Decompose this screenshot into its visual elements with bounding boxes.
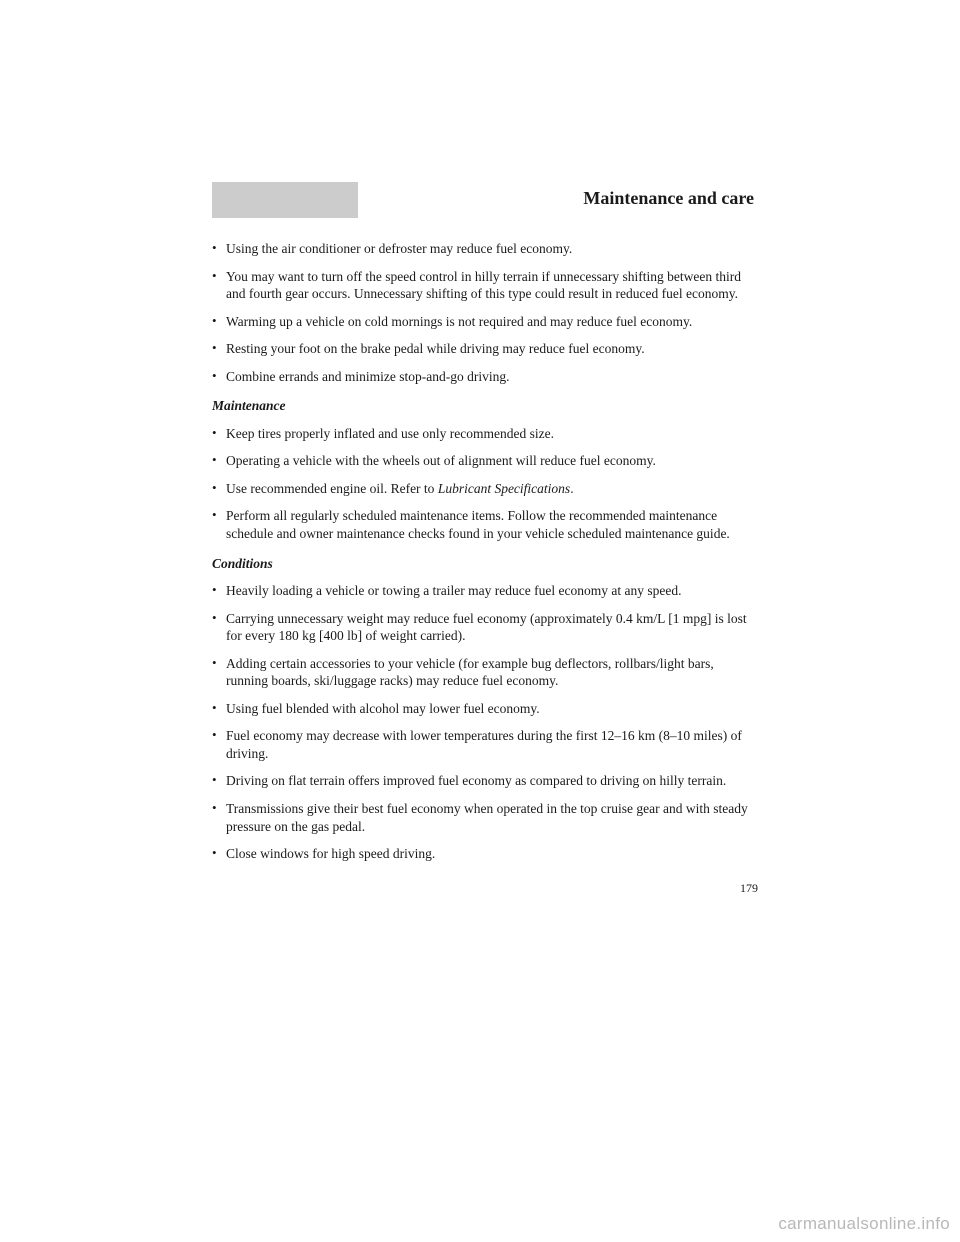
bullet-text-suffix: . — [570, 481, 573, 496]
list-item: Use recommended engine oil. Refer to Lub… — [212, 480, 758, 498]
conditions-heading: Conditions — [212, 555, 758, 573]
list-item: Keep tires properly inflated and use onl… — [212, 425, 758, 443]
maintenance-bullet-list: Keep tires properly inflated and use onl… — [212, 425, 758, 543]
intro-bullet-list: Using the air conditioner or defroster m… — [212, 240, 758, 385]
header-band: Maintenance and care — [212, 182, 758, 218]
bullet-text-italic: Lubricant Specifications — [438, 481, 570, 496]
bullet-text-prefix: Use recommended engine oil. Refer to — [226, 481, 438, 496]
list-item: Heavily loading a vehicle or towing a tr… — [212, 582, 758, 600]
list-item: Using fuel blended with alcohol may lowe… — [212, 700, 758, 718]
page-container: Maintenance and care Using the air condi… — [212, 182, 758, 896]
list-item: Operating a vehicle with the wheels out … — [212, 452, 758, 470]
list-item: Adding certain accessories to your vehic… — [212, 655, 758, 690]
conditions-bullet-list: Heavily loading a vehicle or towing a tr… — [212, 582, 758, 863]
content-body: Using the air conditioner or defroster m… — [212, 240, 758, 896]
list-item: Warming up a vehicle on cold mornings is… — [212, 313, 758, 331]
page-number: 179 — [212, 881, 758, 897]
list-item: Driving on flat terrain offers improved … — [212, 772, 758, 790]
header-grey-block — [212, 182, 358, 218]
list-item: Fuel economy may decrease with lower tem… — [212, 727, 758, 762]
section-title: Maintenance and care — [358, 182, 758, 218]
list-item: Perform all regularly scheduled maintena… — [212, 507, 758, 542]
maintenance-heading: Maintenance — [212, 397, 758, 415]
watermark-text: carmanualsonline.info — [778, 1214, 950, 1234]
list-item: Close windows for high speed driving. — [212, 845, 758, 863]
list-item: Using the air conditioner or defroster m… — [212, 240, 758, 258]
list-item: Combine errands and minimize stop-and-go… — [212, 368, 758, 386]
list-item: Transmissions give their best fuel econo… — [212, 800, 758, 835]
list-item: Carrying unnecessary weight may reduce f… — [212, 610, 758, 645]
list-item: You may want to turn off the speed contr… — [212, 268, 758, 303]
list-item: Resting your foot on the brake pedal whi… — [212, 340, 758, 358]
